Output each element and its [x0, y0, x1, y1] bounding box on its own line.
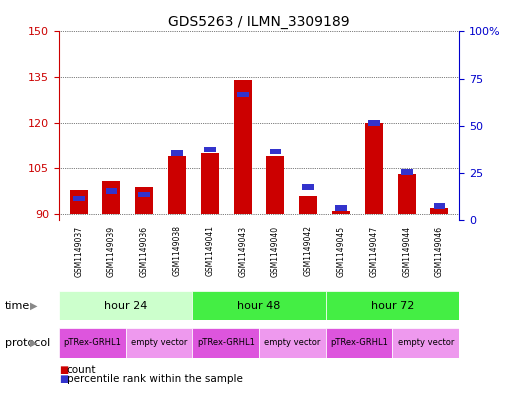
- Bar: [139, 192, 150, 197]
- Text: pTRex-GRHL1: pTRex-GRHL1: [64, 338, 121, 347]
- Bar: [335, 205, 347, 211]
- Text: GSM1149037: GSM1149037: [74, 226, 83, 277]
- Bar: [70, 190, 88, 214]
- Text: pTRex-GRHL1: pTRex-GRHL1: [330, 338, 388, 347]
- Bar: [302, 184, 314, 190]
- Text: empty vector: empty vector: [398, 338, 454, 347]
- Text: GSM1149036: GSM1149036: [140, 226, 149, 277]
- Bar: [192, 291, 326, 320]
- Text: GSM1149041: GSM1149041: [205, 226, 214, 276]
- Text: ▶: ▶: [30, 338, 37, 348]
- Text: GSM1149038: GSM1149038: [172, 226, 182, 276]
- Text: empty vector: empty vector: [131, 338, 187, 347]
- Bar: [401, 169, 412, 175]
- Text: hour 48: hour 48: [238, 301, 281, 310]
- Bar: [59, 328, 126, 358]
- Bar: [103, 180, 121, 214]
- Bar: [204, 147, 216, 152]
- Bar: [171, 151, 183, 156]
- Text: GSM1149047: GSM1149047: [369, 226, 379, 277]
- Bar: [398, 174, 416, 214]
- Bar: [368, 120, 380, 126]
- Text: time: time: [5, 301, 30, 310]
- Text: ■: ■: [59, 365, 68, 375]
- Bar: [59, 291, 192, 320]
- Bar: [73, 196, 85, 201]
- Text: GSM1149046: GSM1149046: [435, 226, 444, 277]
- Text: empty vector: empty vector: [264, 338, 321, 347]
- Text: GSM1149042: GSM1149042: [304, 226, 313, 276]
- Bar: [430, 208, 448, 214]
- Title: GDS5263 / ILMN_3309189: GDS5263 / ILMN_3309189: [168, 15, 350, 29]
- Text: GSM1149045: GSM1149045: [337, 226, 346, 277]
- Text: hour 24: hour 24: [104, 301, 147, 310]
- Bar: [270, 149, 281, 154]
- Bar: [233, 80, 252, 214]
- Text: GSM1149040: GSM1149040: [271, 226, 280, 277]
- Text: GSM1149043: GSM1149043: [238, 226, 247, 277]
- Bar: [332, 211, 350, 214]
- Bar: [135, 187, 153, 214]
- Bar: [106, 188, 117, 194]
- Text: percentile rank within the sample: percentile rank within the sample: [67, 374, 243, 384]
- Bar: [365, 123, 383, 214]
- Bar: [259, 328, 326, 358]
- Bar: [237, 92, 248, 97]
- Text: hour 72: hour 72: [371, 301, 414, 310]
- Bar: [392, 328, 459, 358]
- Bar: [192, 328, 259, 358]
- Text: GSM1149039: GSM1149039: [107, 226, 116, 277]
- Text: GSM1149044: GSM1149044: [402, 226, 411, 277]
- Bar: [326, 291, 459, 320]
- Bar: [299, 196, 317, 214]
- Bar: [168, 156, 186, 214]
- Text: pTRex-GRHL1: pTRex-GRHL1: [197, 338, 254, 347]
- Bar: [433, 203, 445, 209]
- Text: ■: ■: [59, 374, 68, 384]
- Bar: [126, 328, 192, 358]
- Text: count: count: [67, 365, 96, 375]
- Bar: [201, 153, 219, 214]
- Text: protocol: protocol: [5, 338, 50, 348]
- Bar: [326, 328, 392, 358]
- Text: ▶: ▶: [30, 301, 37, 310]
- Bar: [266, 156, 285, 214]
